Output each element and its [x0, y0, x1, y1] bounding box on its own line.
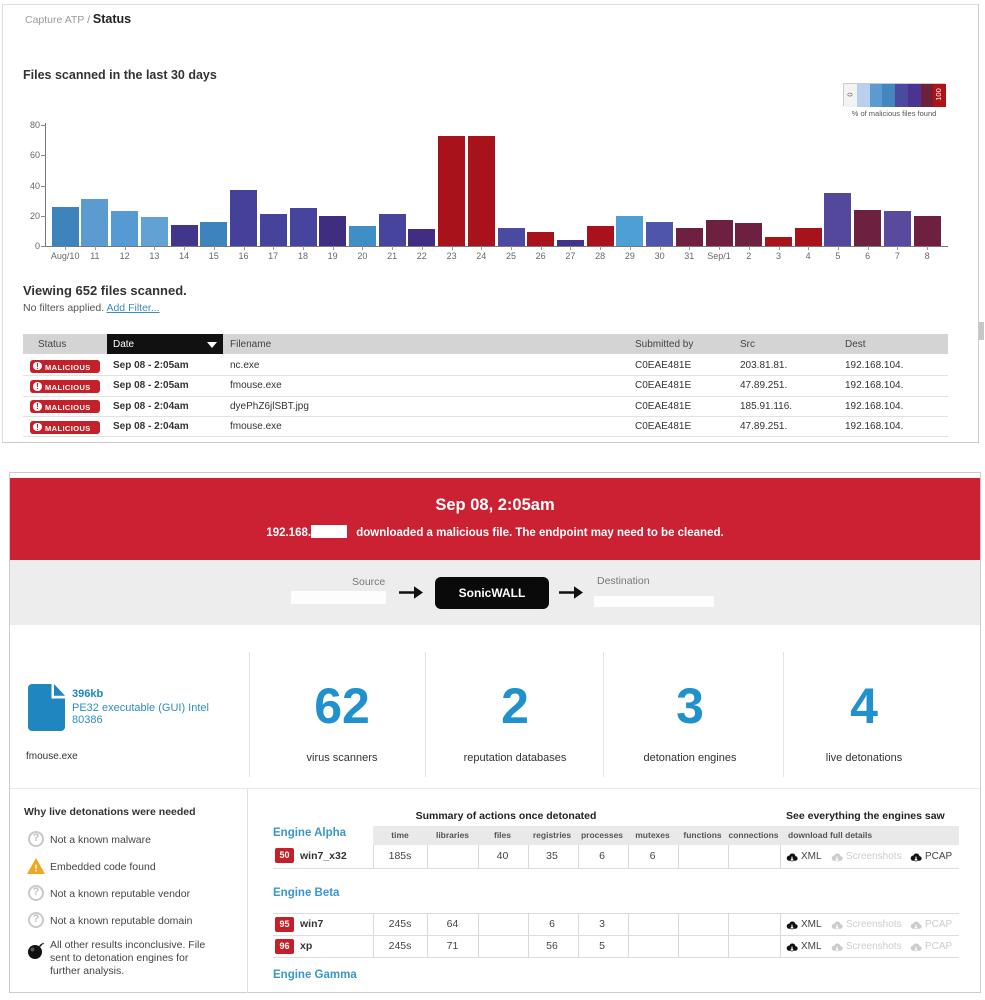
svg-text:!: !: [34, 864, 37, 875]
